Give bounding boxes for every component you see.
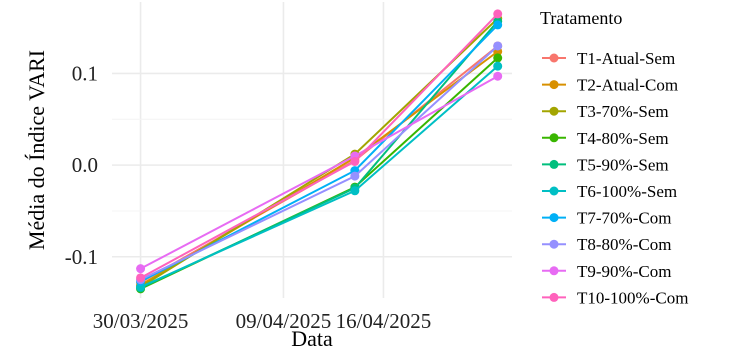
legend-key-point [549, 159, 559, 169]
data-point [350, 171, 360, 181]
series-line [140, 24, 499, 283]
legend-item: T6-100%-Sem [542, 182, 677, 201]
legend-key-point [549, 213, 559, 223]
data-point [350, 186, 360, 196]
legend-item: T2-Atual-Com [542, 76, 678, 95]
series-line [140, 17, 499, 288]
grid-lines [112, 2, 512, 298]
data-point [493, 41, 503, 51]
legend: Tratamento T1-Atual-Sem T2-Atual-Com T3-70… [540, 8, 688, 307]
legend-label: T7-70%-Com [577, 209, 671, 228]
series-T10-100%-Com [136, 9, 503, 283]
data-point [136, 273, 146, 283]
x-tick-label: 16/04/2025 [336, 309, 432, 333]
data-point [493, 9, 503, 19]
y-tick-label: 0.0 [72, 153, 98, 177]
data-point [350, 156, 360, 166]
legend-key-point [549, 53, 559, 63]
y-tick-label: -0.1 [65, 245, 98, 269]
legend-label: T3-70%-Sem [577, 102, 669, 121]
data-point [136, 264, 146, 274]
legend-item: T3-70%-Sem [542, 102, 669, 121]
legend-label: T5-90%-Sem [577, 155, 669, 174]
series-T8-80%-Com [136, 41, 503, 285]
legend-label: T10-100%-Com [577, 288, 688, 307]
legend-title: Tratamento [540, 8, 622, 28]
legend-item: T9-90%-Com [542, 262, 671, 281]
legend-label: T4-80%-Sem [577, 129, 669, 148]
series-line [140, 50, 499, 287]
series-line [140, 45, 499, 281]
series-line [140, 75, 499, 270]
legend-key-point [549, 239, 559, 249]
legend-label: T6-100%-Sem [577, 182, 677, 201]
legend-key-point [549, 186, 559, 196]
series-layer [136, 9, 503, 294]
x-tick-label: 09/04/2025 [236, 309, 332, 333]
data-point [493, 71, 503, 81]
legend-key-point [549, 292, 559, 302]
axes: -0.1 0.0 0.1 30/03/2025 09/04/2025 16/04/2025 [65, 61, 432, 333]
series-T7-70%-Com [136, 20, 503, 287]
data-point [493, 53, 503, 63]
y-axis-title: Média do Índice VARI [24, 50, 49, 250]
series-T9-90%-Com [136, 71, 503, 274]
series-line [140, 45, 499, 284]
legend-label: T2-Atual-Com [577, 76, 678, 95]
x-axis-title: Data [291, 326, 333, 351]
legend-label: T9-90%-Com [577, 262, 671, 281]
legend-key-point [549, 80, 559, 90]
legend-item: T10-100%-Com [542, 288, 688, 307]
legend-item: T1-Atual-Sem [542, 49, 675, 68]
legend-item: T7-70%-Com [542, 209, 671, 228]
legend-key-point [549, 106, 559, 116]
legend-item: T5-90%-Sem [542, 155, 669, 174]
legend-key-point [549, 133, 559, 143]
legend-item: T8-80%-Com [542, 235, 671, 254]
data-point [493, 61, 503, 71]
x-tick-label: 30/03/2025 [93, 309, 189, 333]
data-point [493, 20, 503, 30]
legend-key-point [549, 266, 559, 276]
legend-label: T1-Atual-Sem [577, 49, 675, 68]
legend-item: T4-80%-Sem [542, 129, 669, 148]
legend-label: T8-80%-Com [577, 235, 671, 254]
y-tick-label: 0.1 [72, 61, 98, 85]
series-line [140, 13, 499, 279]
